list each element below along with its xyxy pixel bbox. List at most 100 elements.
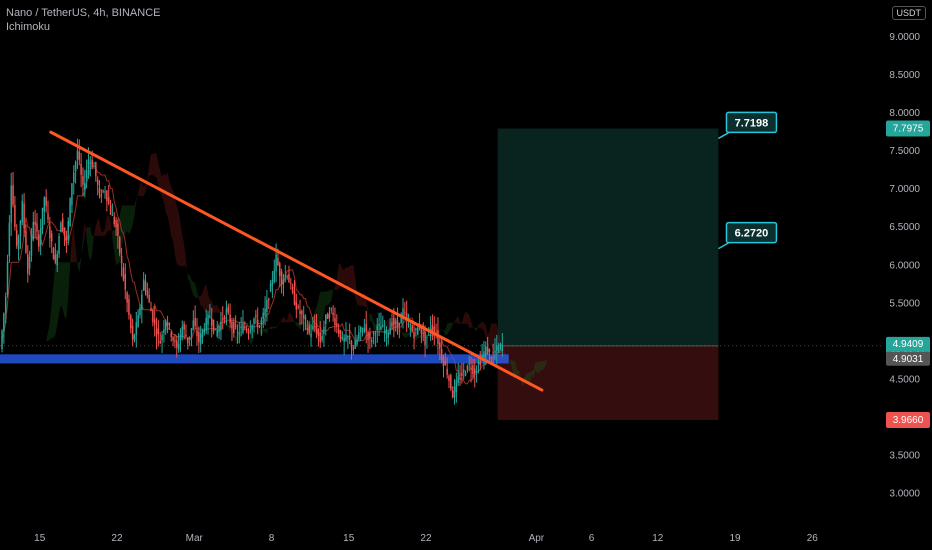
cloud-segment <box>344 266 346 285</box>
candle-body <box>475 371 478 373</box>
candle-body <box>409 327 412 330</box>
cloud-segment <box>355 277 358 305</box>
candle-body <box>315 325 318 335</box>
candle-body <box>133 334 136 341</box>
candle-body <box>490 357 493 360</box>
candle-body <box>223 316 226 320</box>
price-tick-label: 5.5000 <box>889 298 920 309</box>
cloud-segment <box>49 303 52 340</box>
cloud-segment <box>55 262 58 336</box>
price-callouts[interactable]: 7.7198 6.2720 <box>718 111 778 250</box>
cloud-segment <box>318 291 321 328</box>
candle-body <box>74 162 77 172</box>
candle-body <box>63 227 66 236</box>
candle-body <box>176 340 178 348</box>
candle-body <box>8 222 11 257</box>
candle-body <box>297 306 299 308</box>
cloud-segment <box>456 315 459 324</box>
cloud-segment <box>81 234 83 261</box>
candle-body <box>492 352 494 354</box>
support-band[interactable] <box>0 354 509 364</box>
candle-body <box>93 166 95 168</box>
currency-badge[interactable]: USDT <box>891 6 926 20</box>
candle-body <box>470 367 472 370</box>
time-tick-label: 26 <box>807 533 819 544</box>
candle-body <box>450 375 452 389</box>
time-axis[interactable]: 15 22 Mar 8 15 22 Apr 6 12 19 26 <box>34 533 818 544</box>
cloud-segment <box>472 327 475 330</box>
candle-body <box>264 308 266 316</box>
cloud-segment <box>463 311 466 324</box>
cloud-segment <box>454 318 457 323</box>
candle-body <box>367 331 369 341</box>
candle-body <box>411 325 413 332</box>
candle-body <box>339 330 342 340</box>
indicator-label[interactable]: Ichimoku <box>6 21 51 33</box>
cloud-segment <box>206 284 209 313</box>
cloud-segment <box>114 227 117 266</box>
candle-body <box>233 322 235 334</box>
cloud-segment <box>202 286 205 311</box>
price-axis[interactable]: 3.00003.50004.00004.50005.00005.50006.00… <box>884 0 932 550</box>
cloud-segment <box>75 247 78 265</box>
candle-body <box>25 230 27 253</box>
cloud-segment <box>62 262 65 318</box>
candle-body <box>161 334 163 341</box>
candle-body <box>288 273 290 283</box>
candle-body <box>220 321 222 331</box>
cloud-segment <box>196 291 199 299</box>
candle-body <box>282 279 285 284</box>
cloud-segment <box>48 322 50 342</box>
price-tick-label: 8.5000 <box>889 70 920 81</box>
candle-body <box>130 315 132 329</box>
candle-body <box>15 230 18 246</box>
cloud-segment <box>323 291 326 314</box>
price-tick-label: 9.0000 <box>889 32 920 43</box>
candle-body <box>196 330 198 337</box>
cloud-segment <box>57 262 60 326</box>
candle-body <box>358 332 360 340</box>
support-zone <box>0 354 509 364</box>
candle-body <box>45 197 47 207</box>
cloud-segment <box>108 215 111 231</box>
cloud-segment <box>447 322 449 335</box>
cloud-segment <box>471 321 473 328</box>
candle-body <box>209 315 211 318</box>
cloud-segment <box>90 227 93 262</box>
candle-body <box>50 233 53 242</box>
candle-body <box>369 332 371 339</box>
candle-body <box>150 307 152 312</box>
cloud-segment <box>369 314 372 322</box>
cloud-segment <box>327 290 330 306</box>
candle-body <box>325 314 327 325</box>
candle-body <box>214 329 217 331</box>
time-tick-label: 22 <box>420 533 432 544</box>
candle-body <box>365 324 367 332</box>
candle-body <box>308 325 310 334</box>
candle-body <box>306 327 309 331</box>
cloud-segment <box>60 262 63 310</box>
candle-body <box>385 329 388 335</box>
candle-body <box>260 319 263 325</box>
cloud-segment <box>154 153 157 178</box>
symbol-title[interactable]: Nano / TetherUS, 4h, BINANCE <box>6 7 161 19</box>
cloud-segment <box>531 369 534 379</box>
cloud-segment <box>279 319 282 324</box>
candle-body <box>341 337 344 339</box>
candle-body <box>225 308 228 315</box>
cloud-segment <box>345 266 348 288</box>
candle-body <box>144 280 147 292</box>
candle-body <box>6 261 9 295</box>
cloud-segment <box>283 316 286 323</box>
trendline[interactable] <box>49 130 544 392</box>
candle-body <box>61 218 64 232</box>
candle-body <box>201 330 204 338</box>
candle-body <box>78 151 81 160</box>
candle-body <box>262 312 264 320</box>
cloud-segment <box>173 190 175 255</box>
cloud-segment <box>110 220 113 240</box>
candle-body <box>152 309 154 323</box>
cloud-segment <box>95 218 98 236</box>
chart-header: Nano / TetherUS, 4h, BINANCE Ichimoku <box>6 6 160 34</box>
